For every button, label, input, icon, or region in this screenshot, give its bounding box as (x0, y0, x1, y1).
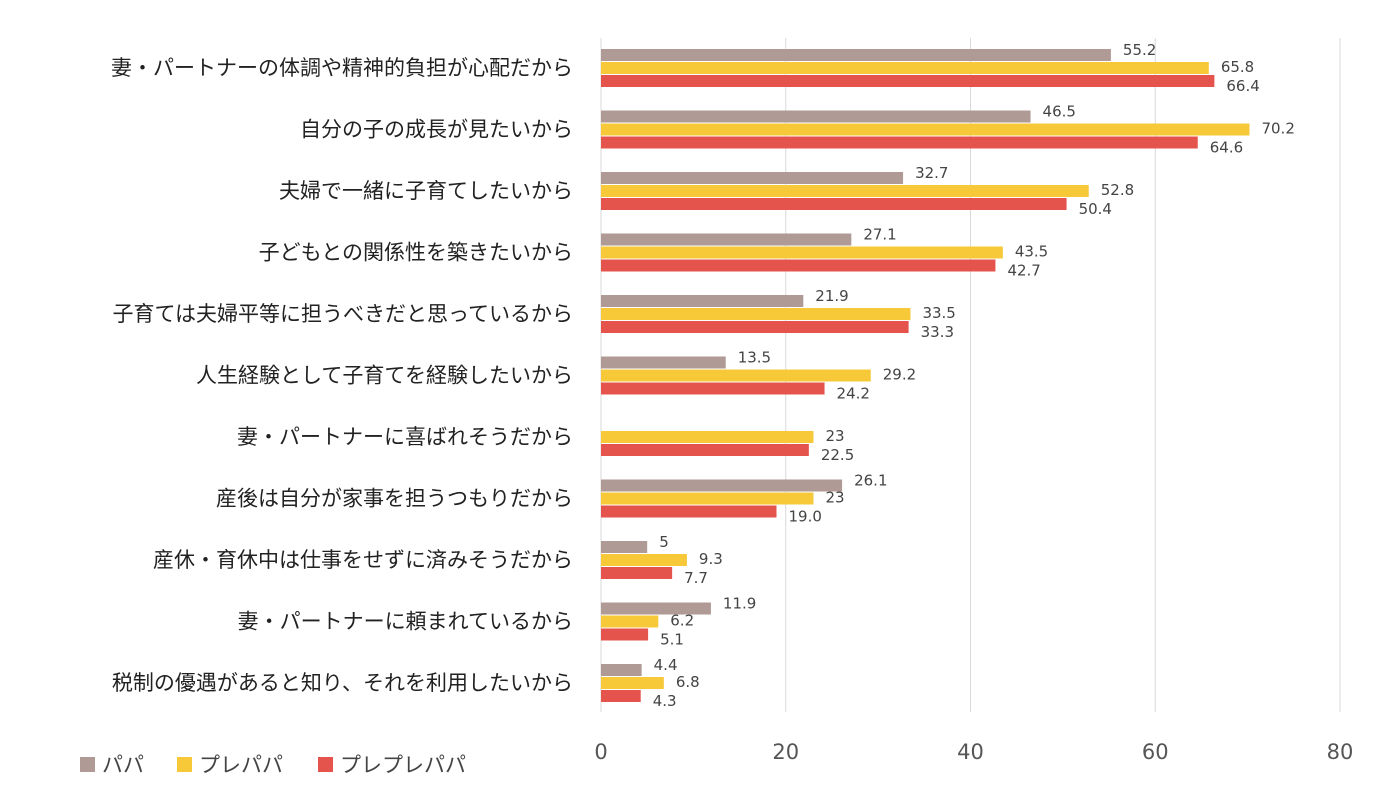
data-label: 6.2 (670, 612, 694, 630)
data-label: 50.4 (1079, 200, 1112, 218)
legend-swatch (80, 757, 95, 772)
data-label: 32.7 (915, 164, 948, 182)
x-tick-label: 80 (1327, 740, 1354, 764)
legend-swatch (177, 757, 192, 772)
data-label: 64.6 (1210, 139, 1243, 157)
data-label: 43.5 (1015, 243, 1048, 261)
data-label: 4.3 (653, 692, 677, 710)
category-label: 子育ては夫婦平等に担うべきだと思っているから (112, 302, 573, 326)
bar-preprepapa (601, 628, 649, 641)
bar-preprepapa (601, 136, 1198, 149)
data-label: 33.3 (921, 323, 954, 341)
bars (601, 49, 1250, 702)
data-label: 42.7 (1007, 262, 1040, 280)
data-label: 24.2 (837, 385, 870, 403)
bar-papa (601, 110, 1031, 123)
data-label: 11.9 (723, 595, 756, 613)
data-label: 5.1 (660, 631, 684, 649)
legend-label: プレプレパパ (340, 753, 466, 777)
data-label: 23 (825, 489, 844, 507)
data-label: 33.5 (922, 304, 955, 322)
bar-prepapa (601, 123, 1250, 136)
category-labels: 妻・パートナーの体調や精神的負担が心配だから自分の子の成長が見たいから夫婦で一緒… (111, 56, 573, 695)
bar-papa (601, 172, 904, 184)
bar-papa (601, 49, 1111, 61)
legend-label: パパ (102, 753, 144, 777)
bar-preprepapa (601, 75, 1215, 87)
gridlines (600, 38, 1341, 712)
category-label: 産後は自分が家事を担うつもりだから (216, 487, 573, 511)
bar-prepapa (601, 615, 659, 628)
data-label: 70.2 (1261, 120, 1294, 138)
category-label: 税制の優遇があると知り、それを利用したいから (112, 671, 573, 695)
bar-prepapa (601, 677, 664, 689)
data-labels: 55.2 46.5 32.7 27.1 21.9 13.5 26.1 5 11.9 4.4 65.8… (653, 41, 1295, 710)
data-label: 21.9 (815, 287, 848, 305)
legend-label: プレパパ (199, 753, 283, 777)
data-label: 6.8 (676, 673, 700, 691)
bar-prepapa (601, 185, 1089, 197)
bar-papa (601, 356, 726, 369)
data-label: 9.3 (699, 550, 723, 568)
bar-preprepapa (601, 382, 825, 395)
data-label: 27.1 (863, 226, 896, 244)
data-label: 23 (825, 427, 844, 445)
data-label: 22.5 (821, 446, 854, 464)
bar-preprepapa (601, 444, 809, 456)
bar-papa (601, 479, 843, 492)
data-label: 52.8 (1101, 181, 1134, 199)
bar-preprepapa (601, 259, 996, 272)
category-label: 自分の子の成長が見たいから (300, 118, 573, 142)
data-label: 46.5 (1043, 103, 1076, 121)
bar-preprepapa (601, 690, 641, 702)
bar-papa (601, 295, 804, 307)
bar-prepapa (601, 62, 1209, 74)
category-label: 人生経験として子育てを経験したいから (196, 364, 573, 388)
data-label: 4.4 (654, 656, 678, 674)
x-tick-label: 40 (957, 740, 984, 764)
bar-papa (601, 602, 711, 615)
x-tick-label: 60 (1142, 740, 1169, 764)
bar-prepapa (601, 308, 911, 320)
data-label: 5 (659, 533, 669, 551)
data-label: 19.0 (789, 508, 822, 526)
category-label: 夫婦で一緒に子育てしたいから (279, 179, 573, 203)
bar-papa (601, 541, 648, 553)
category-label: 子どもとの関係性を築きたいから (259, 241, 573, 265)
bar-preprepapa (601, 567, 673, 579)
data-label: 13.5 (738, 349, 771, 367)
bar-papa (601, 664, 642, 676)
data-label: 65.8 (1221, 58, 1254, 76)
bar-preprepapa (601, 321, 909, 333)
legend: パパ プレパパ プレプレパパ (80, 753, 466, 777)
x-axis-ticks: 0 20 40 60 80 (594, 740, 1353, 764)
category-label: 産休・育休中は仕事をせずに済みそうだから (153, 548, 573, 572)
bar-prepapa (601, 431, 814, 443)
data-label: 66.4 (1226, 77, 1259, 95)
data-label: 55.2 (1123, 41, 1156, 59)
category-label: 妻・パートナーに喜ばれそうだから (237, 425, 573, 449)
data-label: 26.1 (854, 472, 887, 490)
x-tick-label: 20 (772, 740, 799, 764)
x-tick-label: 0 (594, 740, 607, 764)
bar-prepapa (601, 246, 1003, 259)
bar-prepapa (601, 369, 871, 382)
legend-swatch (318, 757, 333, 772)
data-label: 29.2 (883, 366, 916, 384)
bar-papa (601, 233, 852, 246)
bar-prepapa (601, 492, 814, 505)
bar-preprepapa (601, 505, 777, 518)
bar-preprepapa (601, 198, 1067, 210)
category-label: 妻・パートナーの体調や精神的負担が心配だから (111, 56, 573, 80)
category-label: 妻・パートナーに頼まれているから (238, 610, 573, 634)
data-label: 7.7 (684, 569, 708, 587)
bar-prepapa (601, 554, 687, 566)
